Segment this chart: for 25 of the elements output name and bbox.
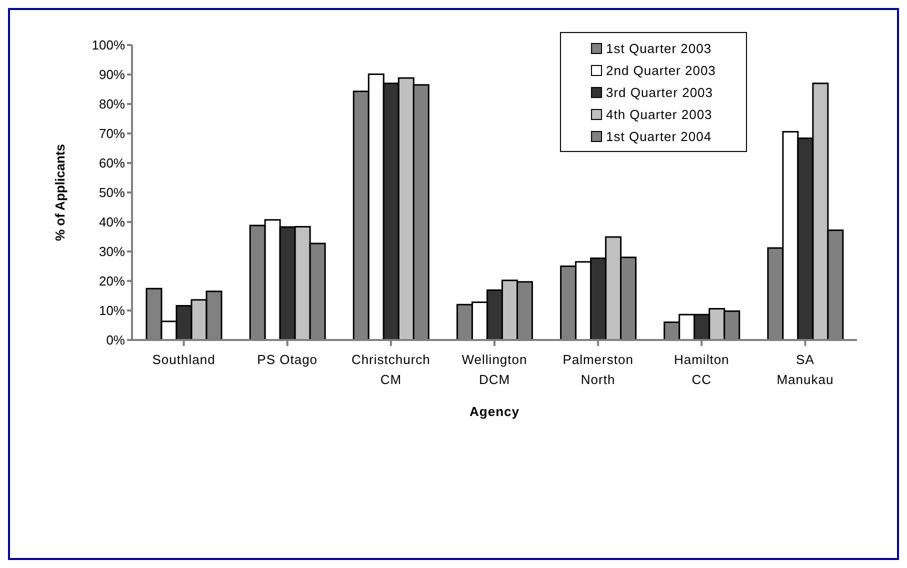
y-tick-label: 50% [98, 185, 126, 200]
x-tick-label: Southland [152, 352, 216, 367]
x-tick-label: SA Manukau [776, 352, 834, 387]
x-tick-label: Hamilton CC [674, 352, 730, 387]
y-axis-title: % of Applicants [52, 144, 68, 242]
legend-label: 3rd Quarter 2003 [606, 84, 714, 100]
y-tick-label: 60% [98, 156, 126, 171]
x-tick-label: Wellington DCM [462, 352, 528, 387]
legend-label: 1st Quarter 2003 [606, 40, 712, 56]
x-tick-label: PS Otago [257, 352, 318, 367]
y-tick-label: 10% [98, 303, 126, 318]
legend-label: 1st Quarter 2004 [606, 128, 712, 144]
legend-label: 4th Quarter 2003 [606, 106, 712, 122]
y-tick-label: 100% [92, 38, 126, 53]
y-tick-label: 0% [106, 332, 126, 348]
y-tick-label: 70% [98, 126, 126, 142]
x-tick-label: Palmerston North [562, 352, 634, 387]
y-tick-label: 80% [98, 96, 126, 112]
y-tick-label: 30% [98, 244, 126, 260]
x-tick-label: Christchurch CM [351, 352, 430, 387]
y-tick-label: 20% [98, 274, 126, 289]
y-tick-label: 40% [98, 214, 126, 230]
y-tick-label: 90% [98, 67, 126, 82]
legend-label: 2nd Quarter 2003 [606, 62, 716, 78]
x-axis-title: Agency [470, 404, 520, 419]
